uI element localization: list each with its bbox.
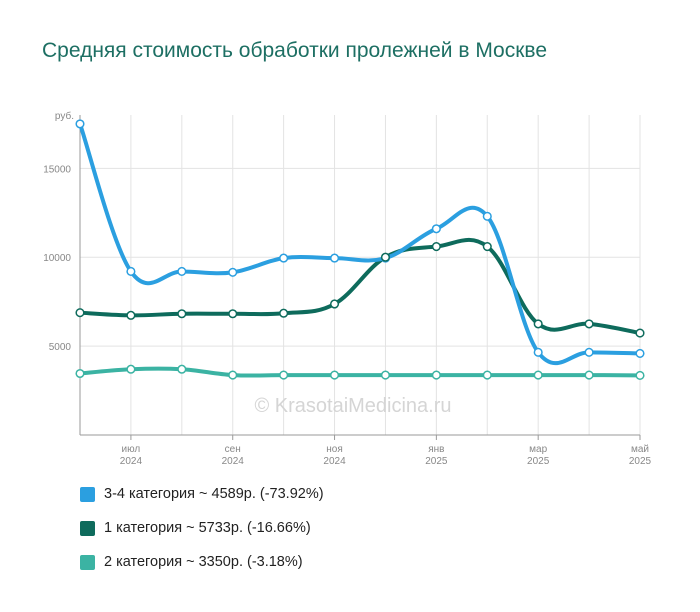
data-point xyxy=(533,370,543,380)
x-tick-label-month: сен xyxy=(225,444,241,455)
data-point xyxy=(431,224,441,234)
data-point xyxy=(482,211,492,221)
legend-swatch xyxy=(80,520,95,536)
data-point xyxy=(126,364,136,374)
data-point xyxy=(279,308,289,318)
legend-item[interactable]: 3-4 категория ~ 4589р. (-73.92%) xyxy=(80,484,324,504)
data-point xyxy=(75,119,85,129)
y-tick-label: 5000 xyxy=(49,342,72,353)
series-lines xyxy=(78,121,642,378)
data-point xyxy=(329,299,340,309)
data-point xyxy=(431,370,441,380)
data-point xyxy=(635,370,645,380)
x-tick-label-month: мар xyxy=(529,444,547,455)
data-point xyxy=(279,370,289,380)
data-point xyxy=(635,348,645,358)
data-point xyxy=(380,370,391,380)
x-tick-label-month: май xyxy=(631,444,649,455)
series-line xyxy=(78,366,642,378)
x-tick-label-year: 2024 xyxy=(222,456,245,467)
axes: 50001000015000руб.июл2024сен2024ноя2024я… xyxy=(43,110,651,467)
y-tick-label: 10000 xyxy=(43,253,71,264)
data-point xyxy=(126,266,136,276)
data-point xyxy=(75,368,85,379)
x-tick-label-month: янв xyxy=(428,444,444,455)
data-point xyxy=(584,319,594,329)
y-tick-label: 15000 xyxy=(43,164,71,175)
data-point xyxy=(177,364,187,374)
x-tick-label-month: ноя xyxy=(326,444,343,455)
y-axis-label: руб. xyxy=(55,110,74,122)
data-point xyxy=(482,370,492,380)
data-point xyxy=(329,253,340,263)
data-point xyxy=(279,253,289,263)
data-point xyxy=(533,347,543,357)
data-point xyxy=(635,328,645,338)
legend-swatch xyxy=(80,554,95,570)
legend-item[interactable]: 2 категория ~ 3350р. (-3.18%) xyxy=(80,552,324,572)
x-tick-label-year: 2025 xyxy=(629,456,652,467)
x-tick-label-year: 2024 xyxy=(120,456,143,467)
data-point xyxy=(177,309,187,319)
legend-label: 3-4 категория ~ 4589р. (-73.92%) xyxy=(104,486,324,502)
x-tick-label-month: июл xyxy=(122,444,141,455)
data-point xyxy=(482,242,492,252)
data-point xyxy=(329,370,340,380)
data-point xyxy=(228,309,238,319)
chart-title: Средняя стоимость обработки пролежней в … xyxy=(42,39,548,62)
data-point xyxy=(533,319,543,329)
data-point xyxy=(584,347,594,357)
data-point xyxy=(126,310,136,320)
legend-swatch xyxy=(80,486,95,502)
series-points xyxy=(75,119,645,380)
data-point xyxy=(75,308,85,318)
grid xyxy=(80,115,641,435)
x-tick-label-year: 2024 xyxy=(323,456,346,467)
data-point xyxy=(228,370,238,380)
series-line xyxy=(78,121,642,366)
data-point xyxy=(228,267,238,277)
x-tick-label-year: 2025 xyxy=(527,456,550,467)
series-line xyxy=(78,237,642,336)
data-point xyxy=(380,252,391,262)
data-point xyxy=(177,266,187,276)
watermark: © KrasotaiMedicina.ru xyxy=(254,395,451,417)
legend: 3-4 категория ~ 4589р. (-73.92%) 1 катег… xyxy=(80,484,324,586)
x-tick-label-year: 2025 xyxy=(425,456,448,467)
data-point xyxy=(584,370,594,380)
legend-label: 1 категория ~ 5733р. (-16.66%) xyxy=(104,520,311,536)
legend-item[interactable]: 1 категория ~ 5733р. (-16.66%) xyxy=(80,518,324,538)
legend-label: 2 категория ~ 3350р. (-3.18%) xyxy=(104,554,303,570)
data-point xyxy=(431,242,441,252)
